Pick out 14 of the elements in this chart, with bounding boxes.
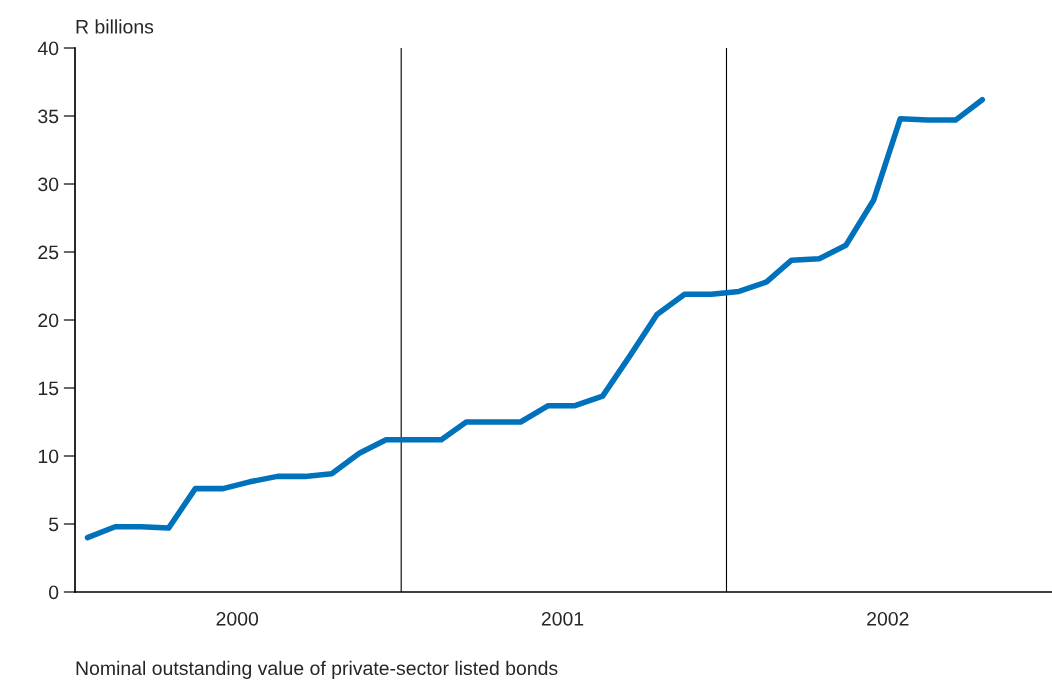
text: Nominal outstanding value of private-sector listed bonds	[76, 660, 558, 679]
y-axis-title: R billions	[76, 19, 154, 34]
y-tick-label: 20	[38, 313, 59, 328]
x-tick-label: 2001	[541, 611, 584, 626]
x-tick-label: 2002	[867, 611, 909, 626]
y-tick-label: 5	[49, 517, 59, 532]
y-tick-label: 25	[38, 245, 59, 260]
y-tick-label: 0	[48, 585, 59, 600]
y-tick-label: 10	[38, 449, 59, 464]
y-tick-label: 35	[38, 109, 59, 124]
x-tick-label: 2000	[216, 611, 259, 626]
y-tick-label: 30	[38, 177, 59, 192]
y-tick-label: 15	[38, 381, 59, 396]
y-tick-label: 40	[37, 41, 59, 56]
